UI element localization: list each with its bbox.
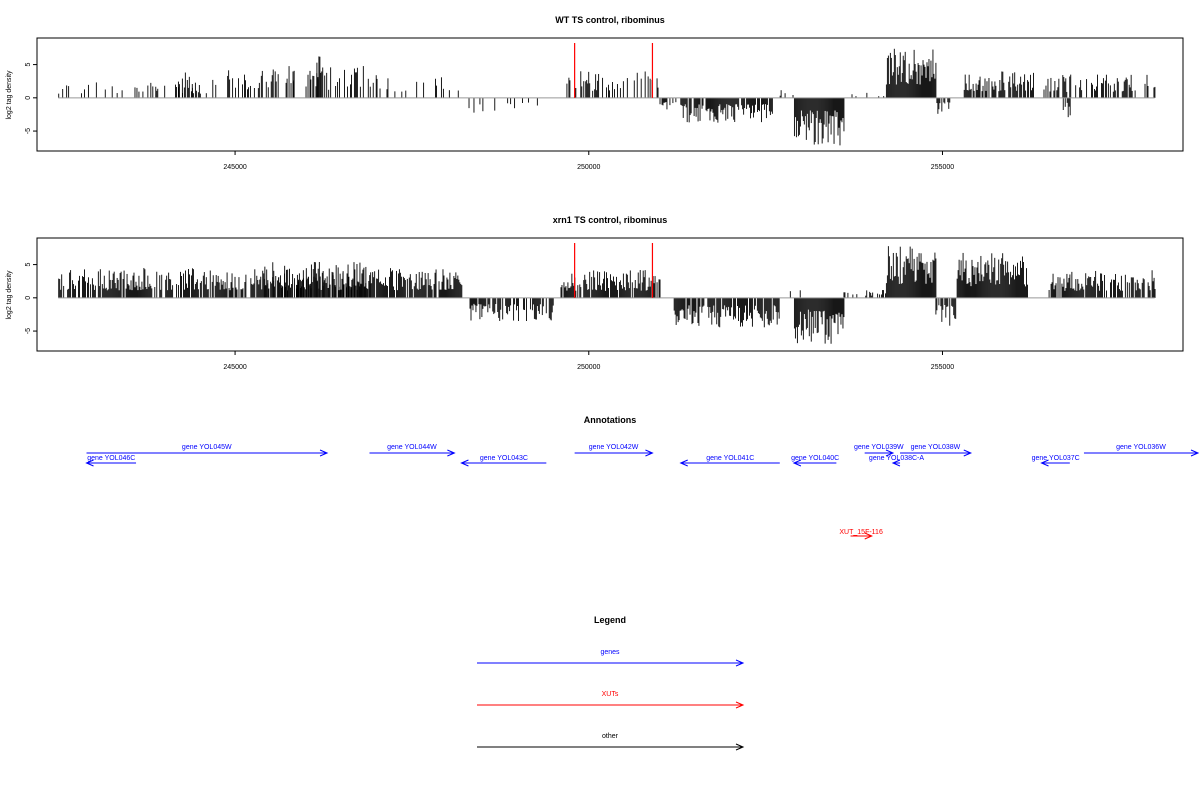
legend-panel: Legend genes XUTs other xyxy=(477,615,745,751)
wt-bars xyxy=(58,48,1156,146)
feature-arrow-head xyxy=(645,449,654,457)
feature-arrow-head xyxy=(885,449,895,457)
feature-label: gene YOL037C xyxy=(1032,455,1080,462)
wt-y-axis-label: log2 tag density xyxy=(6,70,13,120)
feature-label: gene YOL046C xyxy=(87,455,135,462)
feature-xut-15f-116: XUT_15F-116 xyxy=(839,529,883,540)
xrn1-track-title: xrn1 TS control, ribominus xyxy=(553,215,668,225)
legend-arrow-head xyxy=(735,743,745,751)
wt-y-tick-label: 5 xyxy=(25,63,32,67)
feature-label: gene YOL040C xyxy=(791,455,839,462)
feature-arrow-head xyxy=(679,459,688,467)
feature-gene-yol038c-a: gene YOL038C-A xyxy=(869,455,924,467)
xrn1-track-panel: xrn1 TS control, ribominus log2 tag dens… xyxy=(6,215,1184,371)
legend-item-label: other xyxy=(602,733,619,740)
feature-label: gene YOL038C-A xyxy=(869,455,924,462)
feature-gene-yol042w: gene YOL042W xyxy=(574,444,654,457)
feature-gene-yol040c: gene YOL040C xyxy=(791,455,839,467)
legend-item-label: XUTs xyxy=(602,691,619,698)
feature-arrow-head xyxy=(85,459,94,467)
feature-gene-yol039w: gene YOL039W xyxy=(854,444,904,457)
xrn1-bars xyxy=(58,246,1156,344)
feature-gene-yol043c: gene YOL043C xyxy=(460,455,547,467)
xrn1-y-tick-label: 0 xyxy=(25,296,32,300)
feature-arrow-head xyxy=(963,449,973,457)
feature-gene-yol036w: gene YOL036W xyxy=(1083,444,1200,457)
feature-label: gene YOL041C xyxy=(706,455,754,462)
feature-gene-yol041c: gene YOL041C xyxy=(679,455,780,467)
xrn1-x-tick-label: 250000 xyxy=(577,364,600,371)
legend-title: Legend xyxy=(594,615,626,625)
legend-item-genes: genes xyxy=(477,649,745,667)
feature-gene-yol037c: gene YOL037C xyxy=(1032,455,1080,467)
feature-label: XUT_15F-116 xyxy=(839,529,883,536)
legend-arrow-head xyxy=(735,659,745,667)
feature-gene-yol038w: gene YOL038W xyxy=(900,444,973,457)
feature-arrow-head xyxy=(1040,459,1049,467)
feature-label: gene YOL038W xyxy=(911,444,961,451)
feature-arrow-head xyxy=(891,459,901,467)
wt-track-panel: WT TS control, ribominus log2 tag densit… xyxy=(6,15,1184,171)
xrn1-y-axis-label: log2 tag density xyxy=(6,270,13,320)
wt-y-tick-label: 0 xyxy=(25,96,32,100)
legend-item-xuts: XUTs xyxy=(477,691,745,709)
feature-label: gene YOL042W xyxy=(589,444,639,451)
feature-label: gene YOL043C xyxy=(480,455,528,462)
feature-arrow-head xyxy=(319,449,329,457)
feature-arrow-head xyxy=(1190,449,1200,457)
feature-arrow-head xyxy=(792,459,802,467)
xrn1-x-tick-label: 245000 xyxy=(223,364,246,371)
feature-gene-yol046c: gene YOL046C xyxy=(85,455,137,467)
wt-y-tick-label: -5 xyxy=(25,128,32,134)
xrn1-plot-frame xyxy=(36,237,1184,352)
annotations-panel: Annotations gene YOL046C gene YOL045W gene… xyxy=(85,415,1200,540)
xrn1-x-tick-label: 255000 xyxy=(931,364,954,371)
annotations-title: Annotations xyxy=(584,415,637,425)
feature-label: gene YOL044W xyxy=(387,444,437,451)
legend-item-label: genes xyxy=(600,649,620,656)
wt-x-tick-label: 250000 xyxy=(577,164,600,171)
wt-plot-frame xyxy=(36,37,1184,152)
feature-arrow-head xyxy=(460,459,469,467)
xrn1-y-tick-label: -5 xyxy=(25,328,32,334)
legend-arrow-head xyxy=(735,701,745,709)
xrn1-y-tick-label: 5 xyxy=(25,263,32,267)
legend-item-other: other xyxy=(477,733,745,751)
feature-arrow-head xyxy=(864,532,874,540)
feature-arrow-head xyxy=(447,449,456,457)
wt-x-tick-label: 255000 xyxy=(931,164,954,171)
feature-gene-yol045w: gene YOL045W xyxy=(86,444,329,457)
feature-gene-yol044w: gene YOL044W xyxy=(369,444,456,457)
feature-label: gene YOL036W xyxy=(1116,444,1166,451)
wt-track-title: WT TS control, ribominus xyxy=(555,15,665,25)
wt-x-tick-label: 245000 xyxy=(223,164,246,171)
feature-label: gene YOL045W xyxy=(182,444,232,451)
feature-label: gene YOL039W xyxy=(854,444,904,451)
